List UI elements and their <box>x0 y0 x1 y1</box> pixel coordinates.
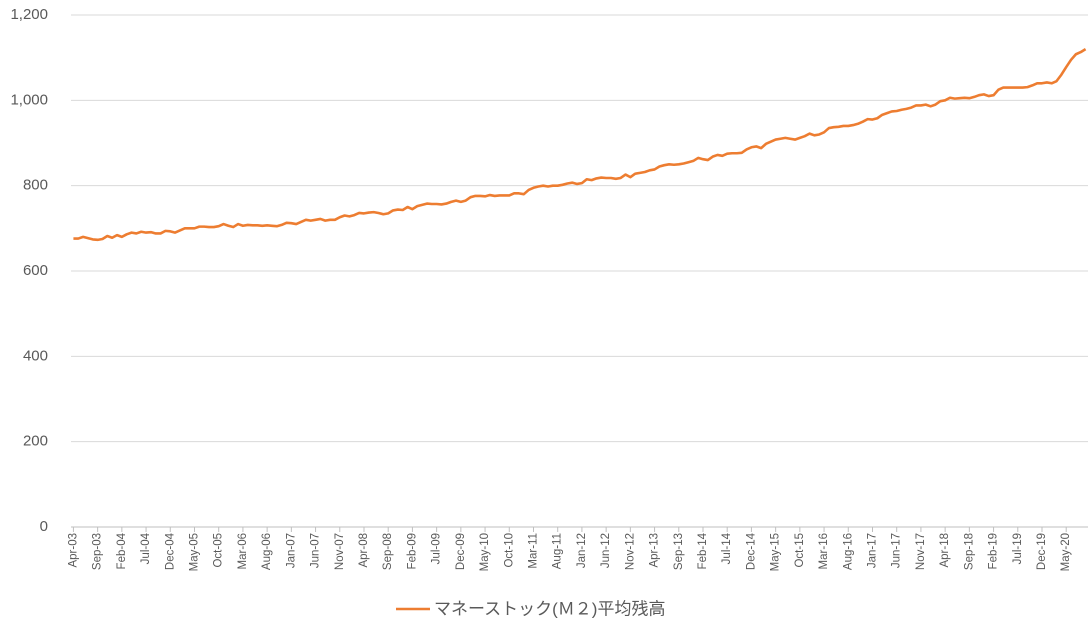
x-tick-label: Oct-10 <box>503 533 515 568</box>
x-tick-label: Jul-14 <box>721 532 733 564</box>
x-tick-label: Oct-15 <box>794 533 806 568</box>
y-tick-label: 200 <box>23 433 48 450</box>
x-tick-label: Jul-04 <box>140 532 152 564</box>
x-tick-label: May-10 <box>479 533 491 571</box>
y-tick-label: 600 <box>23 262 48 279</box>
x-tick-label: Feb-19 <box>988 533 1000 569</box>
x-tick-label: Nov-17 <box>915 533 927 570</box>
x-tick-label: Feb-14 <box>697 532 709 569</box>
y-tick-label: 800 <box>23 177 48 194</box>
x-tick-label: Dec-09 <box>455 533 467 570</box>
x-tick-label: Apr-13 <box>649 533 661 568</box>
x-tick-label: May-20 <box>1060 533 1072 571</box>
x-tick-label: Nov-12 <box>624 533 636 570</box>
x-tick-label: Jan-07 <box>285 533 297 568</box>
x-tick-label: Apr-18 <box>939 533 951 568</box>
y-tick-label: 0 <box>40 518 48 535</box>
x-tick-label: Feb-09 <box>406 533 418 569</box>
x-tick-label: Jul-19 <box>1012 533 1024 564</box>
x-tick-label: Dec-04 <box>164 532 176 570</box>
x-tick-label: Mar-11 <box>528 533 540 569</box>
legend-label: マネーストック(Ｍ２)平均残高 <box>434 599 665 618</box>
x-tick-label: May-05 <box>189 533 201 571</box>
x-tick-label: Mar-06 <box>237 533 249 569</box>
x-tick-label: Feb-04 <box>116 532 128 569</box>
x-tick-label: Jan-12 <box>576 533 588 568</box>
x-tick-label: Aug-06 <box>261 533 273 570</box>
y-tick-label: 400 <box>23 347 48 364</box>
y-tick-label: 1,000 <box>10 91 48 108</box>
x-tick-label: Jul-09 <box>431 533 443 564</box>
x-tick-label: Aug-16 <box>842 533 854 570</box>
x-tick-label: Jan-17 <box>867 533 879 568</box>
x-tick-label: Dec-19 <box>1036 533 1048 570</box>
x-tick-label: Sep-18 <box>963 533 975 570</box>
x-tick-label: Dec-14 <box>745 532 757 570</box>
x-tick-label: Sep-13 <box>673 533 685 570</box>
x-tick-label: Sep-03 <box>92 533 104 570</box>
x-tick-label: Oct-05 <box>213 533 225 568</box>
x-tick-label: Apr-03 <box>67 533 79 568</box>
x-tick-label: Nov-07 <box>334 533 346 570</box>
x-tick-label: Jun-07 <box>310 533 322 568</box>
y-tick-label: 1,200 <box>10 6 48 23</box>
x-tick-label: Apr-08 <box>358 533 370 568</box>
x-tick-label: Jun-12 <box>600 533 612 568</box>
x-tick-label: Sep-08 <box>382 533 394 570</box>
x-tick-label: Aug-11 <box>552 533 564 569</box>
x-tick-label: Jun-17 <box>891 533 903 568</box>
series-line <box>73 48 1087 242</box>
x-tick-label: May-15 <box>770 533 782 571</box>
x-tick-label: Mar-16 <box>818 533 830 569</box>
